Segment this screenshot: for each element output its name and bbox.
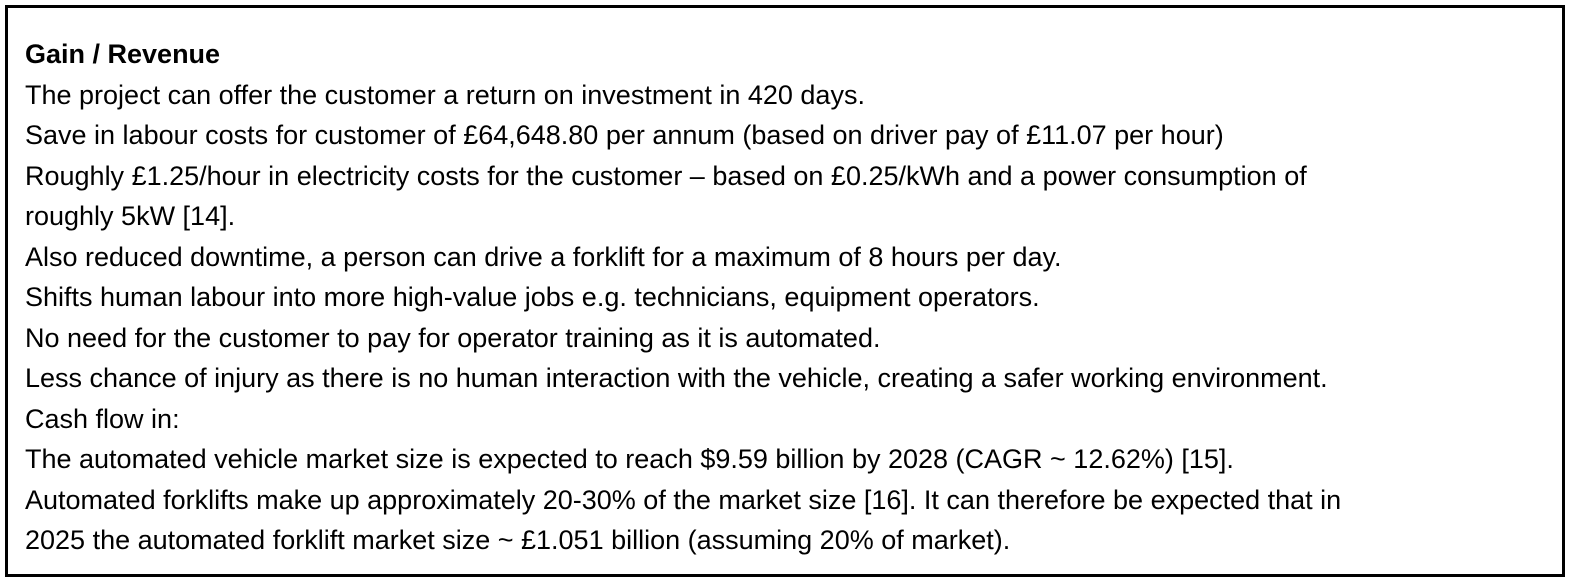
gain-revenue-box: Gain / Revenue The project can offer the… xyxy=(5,5,1565,577)
section-heading: Gain / Revenue xyxy=(25,39,221,69)
line-labour-shift: Shifts human labour into more high-value… xyxy=(25,282,1040,312)
line-electricity-costs: Roughly £1.25/hour in electricity costs … xyxy=(25,160,1307,191)
line-labour-savings: Save in labour costs for customer of £64… xyxy=(25,120,1224,150)
line-electricity-costs-cont: roughly 5kW [14]. xyxy=(25,201,236,231)
line-forklift-share-cont: 2025 the automated forklift market size … xyxy=(25,525,1011,555)
line-roi: The project can offer the customer a ret… xyxy=(25,79,865,110)
line-cash-flow: Cash flow in: xyxy=(25,403,180,434)
line-downtime: Also reduced downtime, a person can driv… xyxy=(25,241,1062,272)
line-safety: Less chance of injury as there is no hum… xyxy=(25,363,1328,393)
line-training: No need for the customer to pay for oper… xyxy=(25,322,881,353)
line-market-size: The automated vehicle market size is exp… xyxy=(25,444,1234,474)
line-forklift-share: Automated forklifts make up approximatel… xyxy=(25,484,1342,515)
